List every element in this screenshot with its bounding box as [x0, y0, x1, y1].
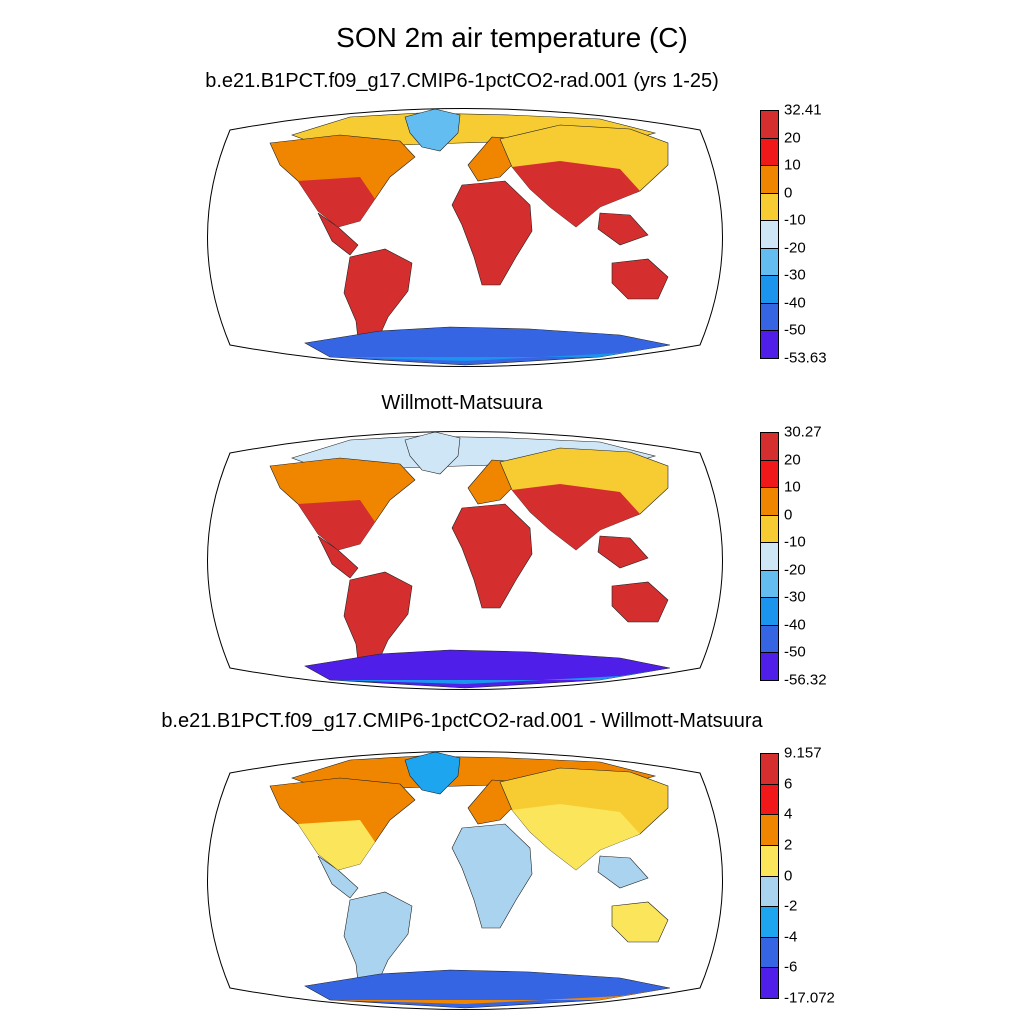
continent-camerica: [317, 212, 359, 256]
colorbar-label: 0: [784, 184, 793, 202]
colorbar-swatch: [761, 624, 778, 653]
region-south-namerica: [298, 500, 375, 550]
colorbar-swatch: [761, 459, 778, 488]
colorbar-swatch: [761, 753, 778, 784]
colorbar-swatch: [761, 302, 778, 331]
continent-greenland: [404, 751, 461, 795]
continent-australia: [611, 258, 669, 300]
continent-australia: [611, 901, 669, 943]
colorbar-swatch: [761, 247, 778, 276]
colorbar-swatch: [761, 514, 778, 543]
colorbar-swatch: [761, 432, 778, 460]
colorbar-swatch: [761, 906, 778, 937]
colorbar-label: 32.41: [784, 101, 822, 119]
colorbar-label: -53.63: [784, 349, 827, 367]
colorbar-label: 30.27: [784, 423, 822, 441]
panel-3-subtitle: b.e21.B1PCT.f09_g17.CMIP6-1pctCO2-rad.00…: [161, 710, 763, 732]
colorbar-swatch: [761, 936, 778, 968]
region-south-asia: [512, 161, 640, 227]
colorbar-swatch: [761, 220, 778, 248]
colorbar-label: -17.072: [784, 989, 835, 1007]
region-antarctic-edge: [330, 988, 670, 1004]
map-outline: [207, 431, 723, 690]
colorbar-label: -56.32: [784, 671, 827, 689]
colorbar-swatch: [761, 330, 778, 358]
continent-africa: [451, 503, 533, 609]
continent-seasia: [597, 212, 649, 246]
continent-seasia: [597, 855, 649, 889]
map-outline: [207, 108, 723, 367]
colorbar-label: 6: [784, 775, 793, 793]
colorbar-swatch: [761, 844, 778, 876]
colorbar-label: -40: [784, 294, 806, 312]
colorbar-swatch: [761, 875, 778, 907]
colorbar-swatch: [761, 967, 778, 998]
colorbar-swatch: [761, 783, 778, 815]
region-south-namerica: [298, 177, 375, 227]
continent-camerica: [317, 855, 359, 899]
continent-seasia: [597, 535, 649, 569]
colorbar-label: 0: [784, 506, 793, 524]
colorbar-label: -30: [784, 588, 806, 606]
map-land-group: [269, 751, 671, 1009]
panel-2-colorbar: 30.27 20 10 0 -10 -20 -30 -40 -50 -56.32: [760, 424, 880, 689]
colorbar-swatch: [761, 569, 778, 598]
colorbar-label: 9.157: [784, 744, 822, 762]
panel-2-map: [207, 431, 723, 690]
colorbar-swatch: [761, 652, 778, 680]
continent-greenland: [404, 431, 461, 475]
colorbar-swatch: [761, 137, 778, 166]
colorbar-ramp: [760, 753, 779, 999]
colorbar-swatch: [761, 165, 778, 193]
region-south-asia: [512, 804, 640, 870]
colorbar-label: -10: [784, 211, 806, 229]
map-land-group: [269, 108, 671, 366]
colorbar-label: -50: [784, 321, 806, 339]
panel-1-map: [207, 108, 723, 367]
panel-1-colorbar: 32.41 20 10 0 -10 -20 -30 -40 -50 -53.63: [760, 102, 880, 367]
colorbar-label: -40: [784, 616, 806, 634]
panel-3-map: [207, 751, 723, 1010]
region-south-namerica: [298, 820, 375, 870]
continent-africa: [451, 823, 533, 929]
figure-title: SON 2m air temperature (C): [336, 22, 688, 53]
colorbar-label: 10: [784, 156, 801, 174]
colorbar-swatch: [761, 192, 778, 221]
colorbar-label: -20: [784, 561, 806, 579]
colorbar-label: -50: [784, 643, 806, 661]
colorbar-swatch: [761, 110, 778, 138]
colorbar-label: 20: [784, 451, 801, 469]
colorbar-label: -20: [784, 239, 806, 257]
continent-africa: [451, 180, 533, 286]
colorbar-swatch: [761, 275, 778, 303]
colorbar-label: 10: [784, 478, 801, 496]
colorbar-label: -4: [784, 928, 798, 946]
colorbar-label: -10: [784, 533, 806, 551]
continent-camerica: [317, 535, 359, 579]
colorbar-label: -6: [784, 958, 798, 976]
continent-australia: [611, 581, 669, 623]
colorbar-ramp: [760, 432, 779, 681]
colorbar-label: -2: [784, 897, 798, 915]
continent-greenland: [404, 108, 461, 152]
colorbar-swatch: [761, 814, 778, 845]
region-antarctic-edge: [330, 345, 670, 361]
panel-2-subtitle: Willmott-Matsuura: [381, 392, 543, 414]
colorbar-ramp: [760, 110, 779, 359]
colorbar-label: 0: [784, 867, 793, 884]
colorbar-swatch: [761, 597, 778, 625]
colorbar-label: -30: [784, 266, 806, 284]
panel-1-subtitle: b.e21.B1PCT.f09_g17.CMIP6-1pctCO2-rad.00…: [205, 70, 719, 92]
panel-3-colorbar: 9.157 6 4 2 0 -2 -4 -6 -17.072: [760, 745, 880, 1007]
colorbar-label: 4: [784, 805, 793, 823]
map-outline: [207, 751, 723, 1010]
colorbar-swatch: [761, 542, 778, 570]
colorbar-label: 20: [784, 129, 801, 147]
colorbar-label: 2: [784, 836, 793, 854]
region-antarctic-edge: [330, 668, 670, 684]
region-south-asia: [512, 484, 640, 550]
colorbar-swatch: [761, 487, 778, 515]
map-land-group: [269, 431, 671, 689]
